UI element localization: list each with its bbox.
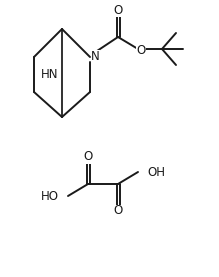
Text: O: O (113, 4, 123, 17)
Text: OH: OH (147, 165, 165, 178)
Text: O: O (113, 204, 123, 217)
Text: O: O (136, 43, 146, 57)
Text: O: O (83, 150, 93, 163)
Text: N: N (91, 50, 100, 63)
Text: HN: HN (41, 68, 59, 81)
Text: HO: HO (41, 189, 59, 202)
